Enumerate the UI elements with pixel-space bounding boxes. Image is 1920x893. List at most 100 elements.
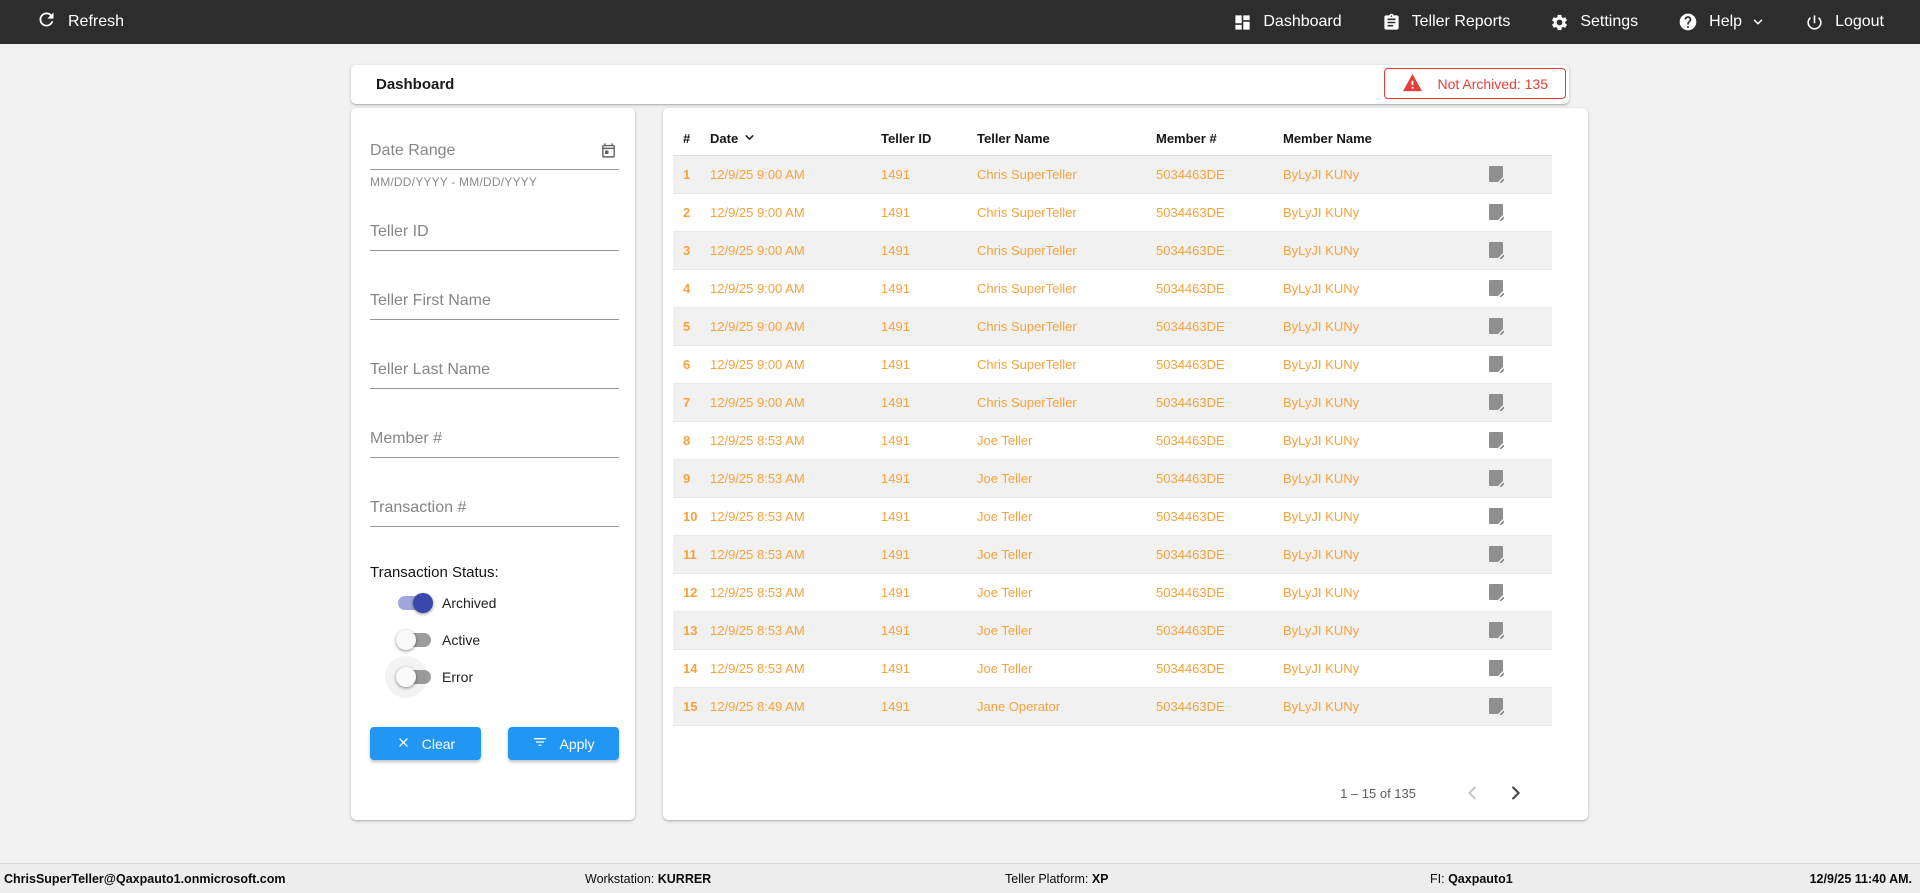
date-range-helper: MM/DD/YYYY - MM/DD/YYYY [370, 175, 538, 189]
table-row[interactable]: 4 12/9/25 9:00 AM 1491 Chris SuperTeller 503… [673, 270, 1552, 308]
date-range-field: MM/DD/YYYY - MM/DD/YYYY [370, 138, 619, 189]
table-row[interactable]: 9 12/9/25 8:53 AM 1491 Joe Teller 5034463DE B… [673, 460, 1552, 498]
date-range-input[interactable] [370, 138, 619, 170]
note-icon[interactable] [1488, 508, 1504, 525]
note-icon[interactable] [1488, 356, 1504, 373]
cell-teller-name: Joe Teller [977, 585, 1033, 600]
not-archived-badge[interactable]: Not Archived: 135 [1384, 68, 1566, 99]
cell-member-name: ByLyJI KUNy [1283, 167, 1360, 182]
col-header-member-name[interactable]: Member Name [1283, 131, 1372, 146]
active-toggle[interactable] [396, 630, 431, 650]
refresh-label: Refresh [68, 13, 125, 30]
table-row[interactable]: 12 12/9/25 8:53 AM 1491 Joe Teller 5034463DE… [673, 574, 1552, 612]
calendar-icon[interactable] [600, 142, 617, 164]
cell-teller-id: 1491 [881, 243, 910, 258]
refresh-button[interactable]: Refresh [36, 9, 124, 35]
teller-first-name-input[interactable] [370, 288, 619, 320]
note-icon[interactable] [1488, 660, 1504, 677]
note-icon[interactable] [1488, 622, 1504, 639]
cell-date: 12/9/25 9:00 AM [710, 319, 805, 334]
cell-teller-name: Chris SuperTeller [977, 243, 1077, 258]
error-toggle[interactable] [396, 667, 431, 687]
table-row[interactable]: 10 12/9/25 8:53 AM 1491 Joe Teller 5034463DE… [673, 498, 1552, 536]
cell-member-name: ByLyJI KUNy [1283, 357, 1360, 372]
cell-member-name: ByLyJI KUNy [1283, 585, 1360, 600]
cell-member-num: 5034463DE [1156, 585, 1225, 600]
cell-date: 12/9/25 9:00 AM [710, 205, 805, 220]
note-icon[interactable] [1488, 204, 1504, 221]
cell-teller-name: Joe Teller [977, 547, 1033, 562]
note-icon[interactable] [1488, 318, 1504, 335]
clear-button[interactable]: Clear [370, 727, 481, 760]
col-header-teller-name[interactable]: Teller Name [977, 131, 1050, 146]
status-bar: ChrisSuperTeller@Qaxpauto1.onmicrosoft.c… [0, 863, 1920, 893]
table-row[interactable]: 14 12/9/25 8:53 AM 1491 Joe Teller 5034463DE… [673, 650, 1552, 688]
cell-member-name: ByLyJI KUNy [1283, 471, 1360, 486]
cell-num: 13 [683, 623, 698, 638]
transaction-number-input[interactable] [370, 495, 619, 527]
note-icon[interactable] [1488, 698, 1504, 715]
note-icon[interactable] [1488, 584, 1504, 601]
cell-teller-id: 1491 [881, 167, 910, 182]
table-row[interactable]: 6 12/9/25 9:00 AM 1491 Chris SuperTeller 503… [673, 346, 1552, 384]
navbar-menu: Dashboard Teller Reports Settings Help [1233, 12, 1884, 32]
note-icon[interactable] [1488, 242, 1504, 259]
table-row[interactable]: 13 12/9/25 8:53 AM 1491 Joe Teller 5034463DE… [673, 612, 1552, 650]
note-icon[interactable] [1488, 432, 1504, 449]
cell-member-num: 5034463DE [1156, 433, 1225, 448]
note-icon[interactable] [1488, 394, 1504, 411]
archived-toggle[interactable] [398, 593, 433, 613]
nav-item-help[interactable]: Help [1678, 12, 1765, 32]
cell-teller-name: Chris SuperTeller [977, 357, 1077, 372]
previous-page-button[interactable] [1452, 780, 1494, 806]
table-row[interactable]: 11 12/9/25 8:53 AM 1491 Joe Teller 5034463DE… [673, 536, 1552, 574]
table-row[interactable]: 7 12/9/25 9:00 AM 1491 Chris SuperTeller 503… [673, 384, 1552, 422]
note-icon[interactable] [1488, 166, 1504, 183]
note-icon[interactable] [1488, 470, 1504, 487]
table-row[interactable]: 8 12/9/25 8:53 AM 1491 Joe Teller 5034463DE B… [673, 422, 1552, 460]
table-row[interactable]: 3 12/9/25 9:00 AM 1491 Chris SuperTeller 503… [673, 232, 1552, 270]
table-row[interactable]: 2 12/9/25 9:00 AM 1491 Chris SuperTeller 503… [673, 194, 1552, 232]
cell-num: 3 [683, 243, 691, 258]
col-header-num[interactable]: # [683, 131, 691, 146]
cell-teller-id: 1491 [881, 509, 910, 524]
toggle-label: Archived [442, 595, 497, 611]
col-header-date[interactable]: Date [710, 131, 881, 147]
cell-member-num: 5034463DE [1156, 205, 1225, 220]
nav-item-logout[interactable]: Logout [1805, 13, 1884, 32]
col-header-member-num[interactable]: Member # [1156, 131, 1217, 146]
table-row[interactable]: 5 12/9/25 9:00 AM 1491 Chris SuperTeller 503… [673, 308, 1552, 346]
transactions-table-card: # Date Teller ID Teller Name Member # Me… [663, 108, 1588, 820]
cell-num: 9 [683, 471, 691, 486]
cell-teller-name: Chris SuperTeller [977, 281, 1077, 296]
nav-item-settings[interactable]: Settings [1550, 13, 1638, 32]
next-page-button[interactable] [1494, 780, 1536, 806]
cell-teller-id: 1491 [881, 433, 910, 448]
cell-num: 12 [683, 585, 698, 600]
badge-label: Not Archived: 135 [1437, 75, 1548, 92]
teller-id-field [370, 219, 619, 251]
note-icon[interactable] [1488, 280, 1504, 297]
cell-member-name: ByLyJI KUNy [1283, 547, 1360, 562]
cell-date: 12/9/25 8:53 AM [710, 433, 805, 448]
apply-button[interactable]: Apply [508, 727, 619, 760]
note-icon[interactable] [1488, 546, 1504, 563]
col-header-teller-id[interactable]: Teller ID [881, 131, 932, 146]
teller-id-input[interactable] [370, 219, 619, 251]
table-row[interactable]: 1 12/9/25 9:00 AM 1491 Chris SuperTeller 503… [673, 156, 1552, 194]
nav-item-teller-reports[interactable]: Teller Reports [1382, 13, 1510, 32]
warning-icon [1402, 73, 1423, 95]
fi-status: FI: Qaxpauto1 [1430, 871, 1513, 886]
cell-member-name: ByLyJI KUNy [1283, 319, 1360, 334]
nav-item-dashboard[interactable]: Dashboard [1233, 13, 1342, 32]
cell-num: 5 [683, 319, 691, 334]
table-row[interactable]: 15 12/9/25 8:49 AM 1491 Jane Operator 503446… [673, 688, 1552, 726]
member-number-input[interactable] [370, 426, 619, 458]
filter-actions: Clear Apply [370, 727, 619, 760]
cell-date: 12/9/25 9:00 AM [710, 357, 805, 372]
cell-teller-id: 1491 [881, 585, 910, 600]
teller-last-name-input[interactable] [370, 357, 619, 389]
cell-member-num: 5034463DE [1156, 623, 1225, 638]
cell-teller-name: Chris SuperTeller [977, 205, 1077, 220]
clipboard-icon [1382, 13, 1401, 32]
